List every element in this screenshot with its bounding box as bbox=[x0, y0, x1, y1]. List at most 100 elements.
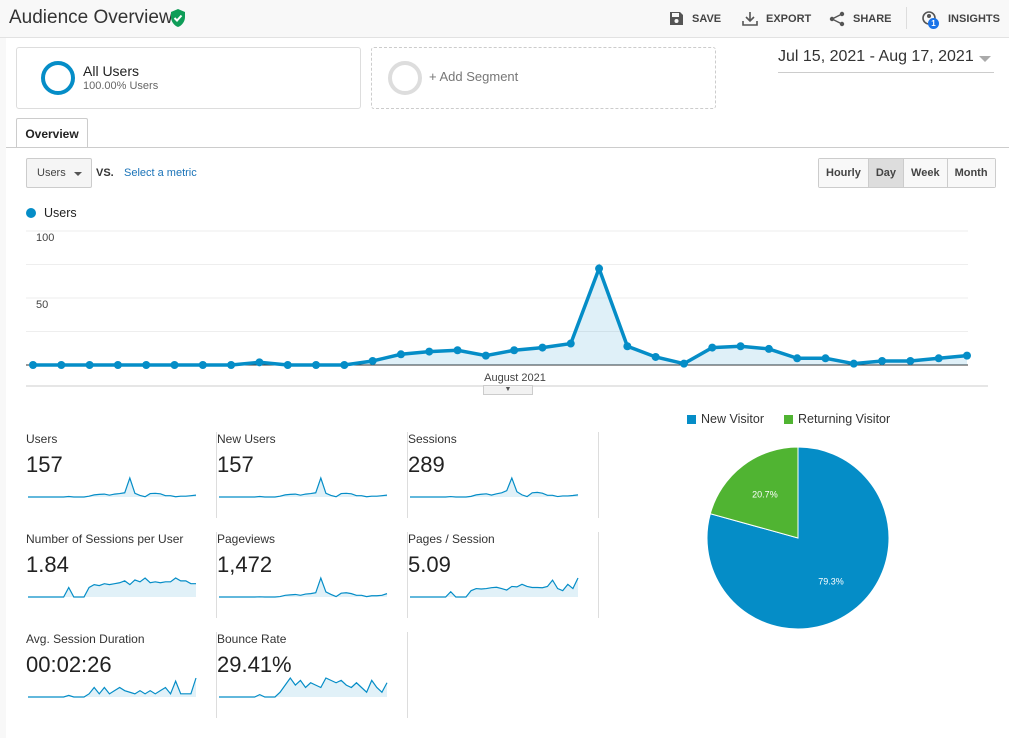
save-button[interactable]: SAVE bbox=[669, 11, 721, 26]
data-point[interactable] bbox=[963, 351, 971, 360]
hourly-button[interactable]: Hourly bbox=[819, 159, 868, 187]
tab-overview[interactable]: Overview bbox=[16, 118, 88, 148]
data-point[interactable] bbox=[623, 342, 632, 351]
data-point[interactable] bbox=[736, 342, 745, 351]
pie-slice[interactable] bbox=[709, 446, 799, 539]
sparkline bbox=[219, 476, 388, 498]
sparkline-line bbox=[28, 577, 196, 598]
data-point[interactable] bbox=[679, 359, 688, 368]
y-tick-label: 50 bbox=[36, 299, 48, 311]
data-point[interactable] bbox=[312, 361, 321, 369]
add-segment-button[interactable]: + Add Segment bbox=[371, 47, 716, 109]
insights-icon: 1 bbox=[920, 9, 940, 29]
data-point[interactable] bbox=[906, 356, 915, 365]
sparkline-line bbox=[28, 476, 197, 498]
metric-new-users[interactable]: New Users 157 bbox=[217, 432, 408, 518]
chart-collapse-toggle[interactable]: ▼ bbox=[483, 385, 533, 395]
metric-value: 1.84 bbox=[26, 552, 69, 577]
data-point[interactable] bbox=[934, 354, 943, 363]
sparkline-area bbox=[28, 578, 196, 597]
metric-value: 1,472 bbox=[217, 552, 273, 577]
segment-percent: 100.00% Users bbox=[83, 80, 159, 92]
data-point[interactable] bbox=[255, 358, 264, 367]
export-button[interactable]: EXPORT bbox=[742, 11, 811, 26]
metric-pageviews[interactable]: Pageviews 1,472 bbox=[217, 532, 408, 618]
share-button[interactable]: SHARE bbox=[829, 11, 892, 27]
data-point[interactable] bbox=[878, 356, 887, 365]
segment-name: All Users bbox=[83, 63, 140, 79]
sparkline-line bbox=[28, 677, 197, 698]
metric-sessions[interactable]: Sessions 289 bbox=[408, 432, 599, 518]
data-point[interactable] bbox=[85, 361, 94, 369]
legend-users: Users bbox=[44, 206, 77, 220]
metric-users[interactable]: Users 157 bbox=[26, 432, 217, 518]
select-metric-link[interactable]: Select a metric bbox=[124, 167, 197, 179]
data-point[interactable] bbox=[368, 356, 377, 365]
sparkline-line bbox=[219, 576, 388, 598]
x-axis-label: August 2021 bbox=[484, 372, 546, 384]
data-point[interactable] bbox=[510, 346, 519, 355]
data-point[interactable] bbox=[538, 343, 547, 352]
data-point[interactable] bbox=[396, 350, 405, 359]
granularity-buttons: Hourly Day Week Month bbox=[818, 158, 996, 188]
insights-button[interactable]: 1 INSIGHTS bbox=[920, 9, 1000, 29]
data-point[interactable] bbox=[764, 344, 773, 353]
data-point[interactable] bbox=[849, 359, 858, 368]
caret-down-icon bbox=[74, 172, 82, 180]
segment-ring-icon bbox=[41, 61, 75, 95]
data-point[interactable] bbox=[651, 352, 660, 361]
segment-all-users[interactable]: All Users 100.00% Users bbox=[16, 47, 361, 109]
data-point[interactable] bbox=[453, 346, 462, 355]
verified-shield-icon bbox=[171, 9, 185, 27]
vs-label: VS. bbox=[96, 167, 114, 179]
chart-legend: Users bbox=[26, 206, 77, 220]
date-range-picker[interactable]: Jul 15, 2021 - Aug 17, 2021 bbox=[778, 48, 994, 73]
data-point[interactable] bbox=[198, 361, 207, 369]
data-point[interactable] bbox=[29, 361, 37, 369]
sparkline-area bbox=[219, 678, 387, 697]
data-point[interactable] bbox=[425, 347, 434, 356]
sparkline bbox=[219, 676, 388, 698]
data-point[interactable] bbox=[170, 361, 179, 369]
pie-legend-returning: Returning Visitor bbox=[784, 412, 890, 426]
metric-pages-session[interactable]: Pages / Session 5.09 bbox=[408, 532, 599, 618]
add-segment-label: + Add Segment bbox=[429, 69, 519, 84]
data-point[interactable] bbox=[566, 339, 575, 348]
metric-value: 00:02:26 bbox=[26, 652, 112, 677]
data-point[interactable] bbox=[793, 354, 802, 363]
data-point[interactable] bbox=[821, 354, 830, 363]
metric-label: Bounce Rate bbox=[217, 632, 287, 646]
data-point[interactable] bbox=[57, 361, 66, 369]
month-button[interactable]: Month bbox=[946, 159, 995, 187]
metric-value: 157 bbox=[217, 452, 254, 477]
metric-value: 29.41% bbox=[217, 652, 292, 677]
data-point[interactable] bbox=[142, 361, 151, 369]
series-line bbox=[33, 263, 968, 367]
legend-square-icon bbox=[687, 414, 696, 424]
visitor-pie-chart: 79.3% 20.7% bbox=[706, 446, 890, 630]
data-point[interactable] bbox=[227, 361, 236, 369]
metric-select[interactable]: Users bbox=[26, 158, 92, 188]
data-point[interactable] bbox=[595, 264, 604, 273]
metric-avg-session-duration[interactable]: Avg. Session Duration 00:02:26 bbox=[26, 632, 217, 718]
tab-divider bbox=[6, 147, 1009, 148]
metric-value: 289 bbox=[408, 452, 445, 477]
pie-slice-label: 20.7% bbox=[752, 490, 778, 500]
metric-number-of-sessions-per-user[interactable]: Number of Sessions per User 1.84 bbox=[26, 532, 217, 618]
metric-bounce-rate[interactable]: Bounce Rate 29.41% bbox=[217, 632, 408, 718]
week-button[interactable]: Week bbox=[903, 159, 947, 187]
data-point[interactable] bbox=[283, 361, 292, 369]
legend-square-icon bbox=[784, 414, 793, 424]
day-button[interactable]: Day bbox=[867, 159, 904, 187]
download-icon bbox=[742, 12, 758, 26]
data-point[interactable] bbox=[113, 361, 122, 369]
sparkline-area bbox=[28, 678, 196, 697]
sparkline-line bbox=[219, 676, 388, 698]
data-point[interactable] bbox=[481, 351, 490, 360]
sparkline bbox=[28, 577, 196, 598]
sparkline bbox=[410, 476, 579, 498]
data-point[interactable] bbox=[708, 343, 717, 352]
insights-badge: 1 bbox=[928, 18, 939, 29]
pie-slice[interactable] bbox=[706, 446, 890, 630]
data-point[interactable] bbox=[340, 361, 349, 369]
